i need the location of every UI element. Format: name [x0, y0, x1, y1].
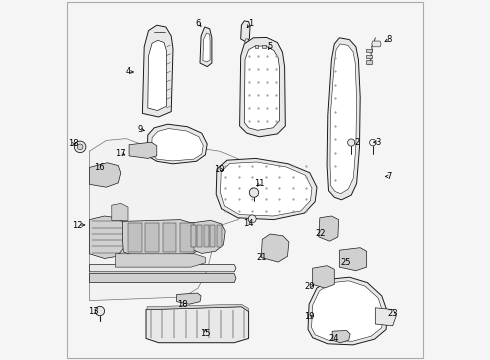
Polygon shape: [262, 45, 266, 48]
Polygon shape: [375, 308, 396, 326]
Text: 1: 1: [248, 19, 253, 28]
Text: 24: 24: [328, 334, 339, 343]
Polygon shape: [255, 45, 258, 48]
Polygon shape: [319, 216, 339, 241]
Polygon shape: [191, 225, 196, 247]
Text: 25: 25: [341, 258, 351, 267]
Polygon shape: [332, 330, 350, 343]
Polygon shape: [143, 25, 173, 117]
Polygon shape: [151, 129, 203, 161]
Polygon shape: [90, 274, 236, 283]
Polygon shape: [261, 234, 289, 262]
Text: 2: 2: [354, 138, 359, 147]
Circle shape: [74, 141, 86, 153]
Circle shape: [249, 188, 259, 197]
Text: 11: 11: [254, 179, 265, 188]
Circle shape: [95, 306, 104, 316]
Polygon shape: [180, 223, 194, 252]
Text: 23: 23: [387, 309, 398, 318]
Polygon shape: [147, 304, 248, 311]
Polygon shape: [339, 248, 367, 271]
Text: 13: 13: [89, 307, 99, 316]
Polygon shape: [312, 281, 383, 341]
Polygon shape: [90, 163, 121, 187]
Polygon shape: [366, 60, 372, 64]
Polygon shape: [372, 41, 381, 47]
Polygon shape: [245, 46, 280, 130]
Polygon shape: [330, 44, 357, 194]
Text: 16: 16: [94, 163, 104, 172]
Polygon shape: [216, 158, 317, 220]
Polygon shape: [112, 203, 128, 220]
Polygon shape: [90, 139, 258, 301]
Polygon shape: [366, 49, 372, 52]
Text: 4: 4: [125, 68, 131, 77]
Polygon shape: [204, 225, 209, 247]
Polygon shape: [210, 225, 215, 247]
Polygon shape: [313, 266, 334, 288]
Polygon shape: [145, 223, 159, 252]
Polygon shape: [116, 254, 205, 267]
Circle shape: [77, 144, 83, 150]
Polygon shape: [90, 265, 236, 272]
Polygon shape: [146, 307, 248, 343]
Text: 17: 17: [116, 149, 126, 158]
Text: 5: 5: [268, 42, 273, 51]
Polygon shape: [366, 55, 372, 58]
Text: 21: 21: [256, 253, 267, 262]
Polygon shape: [203, 33, 210, 62]
Polygon shape: [217, 225, 221, 247]
Polygon shape: [128, 223, 142, 252]
Polygon shape: [220, 162, 312, 216]
Text: 3: 3: [375, 138, 381, 147]
Circle shape: [347, 139, 355, 146]
Polygon shape: [200, 27, 212, 67]
Text: 19: 19: [305, 312, 315, 321]
Text: 6: 6: [196, 19, 201, 28]
Polygon shape: [189, 220, 225, 253]
Polygon shape: [241, 21, 250, 41]
Polygon shape: [148, 40, 167, 111]
Polygon shape: [308, 277, 387, 345]
Text: 8: 8: [386, 35, 392, 44]
Polygon shape: [163, 223, 176, 252]
Text: 18: 18: [177, 300, 187, 309]
Text: 10: 10: [215, 165, 225, 174]
Polygon shape: [327, 38, 360, 200]
Text: 12: 12: [73, 220, 83, 230]
Polygon shape: [90, 216, 126, 258]
Polygon shape: [197, 225, 202, 247]
Text: 18: 18: [68, 139, 78, 148]
Text: 22: 22: [316, 230, 326, 239]
Polygon shape: [240, 37, 285, 137]
Text: 7: 7: [386, 172, 392, 181]
Text: 20: 20: [305, 282, 315, 291]
Polygon shape: [129, 142, 157, 158]
Polygon shape: [245, 39, 248, 42]
Circle shape: [248, 215, 256, 223]
Text: 15: 15: [200, 328, 211, 338]
Polygon shape: [122, 220, 205, 256]
Polygon shape: [147, 124, 207, 164]
Text: 9: 9: [138, 125, 143, 134]
Polygon shape: [176, 293, 201, 304]
Text: 14: 14: [244, 219, 254, 228]
